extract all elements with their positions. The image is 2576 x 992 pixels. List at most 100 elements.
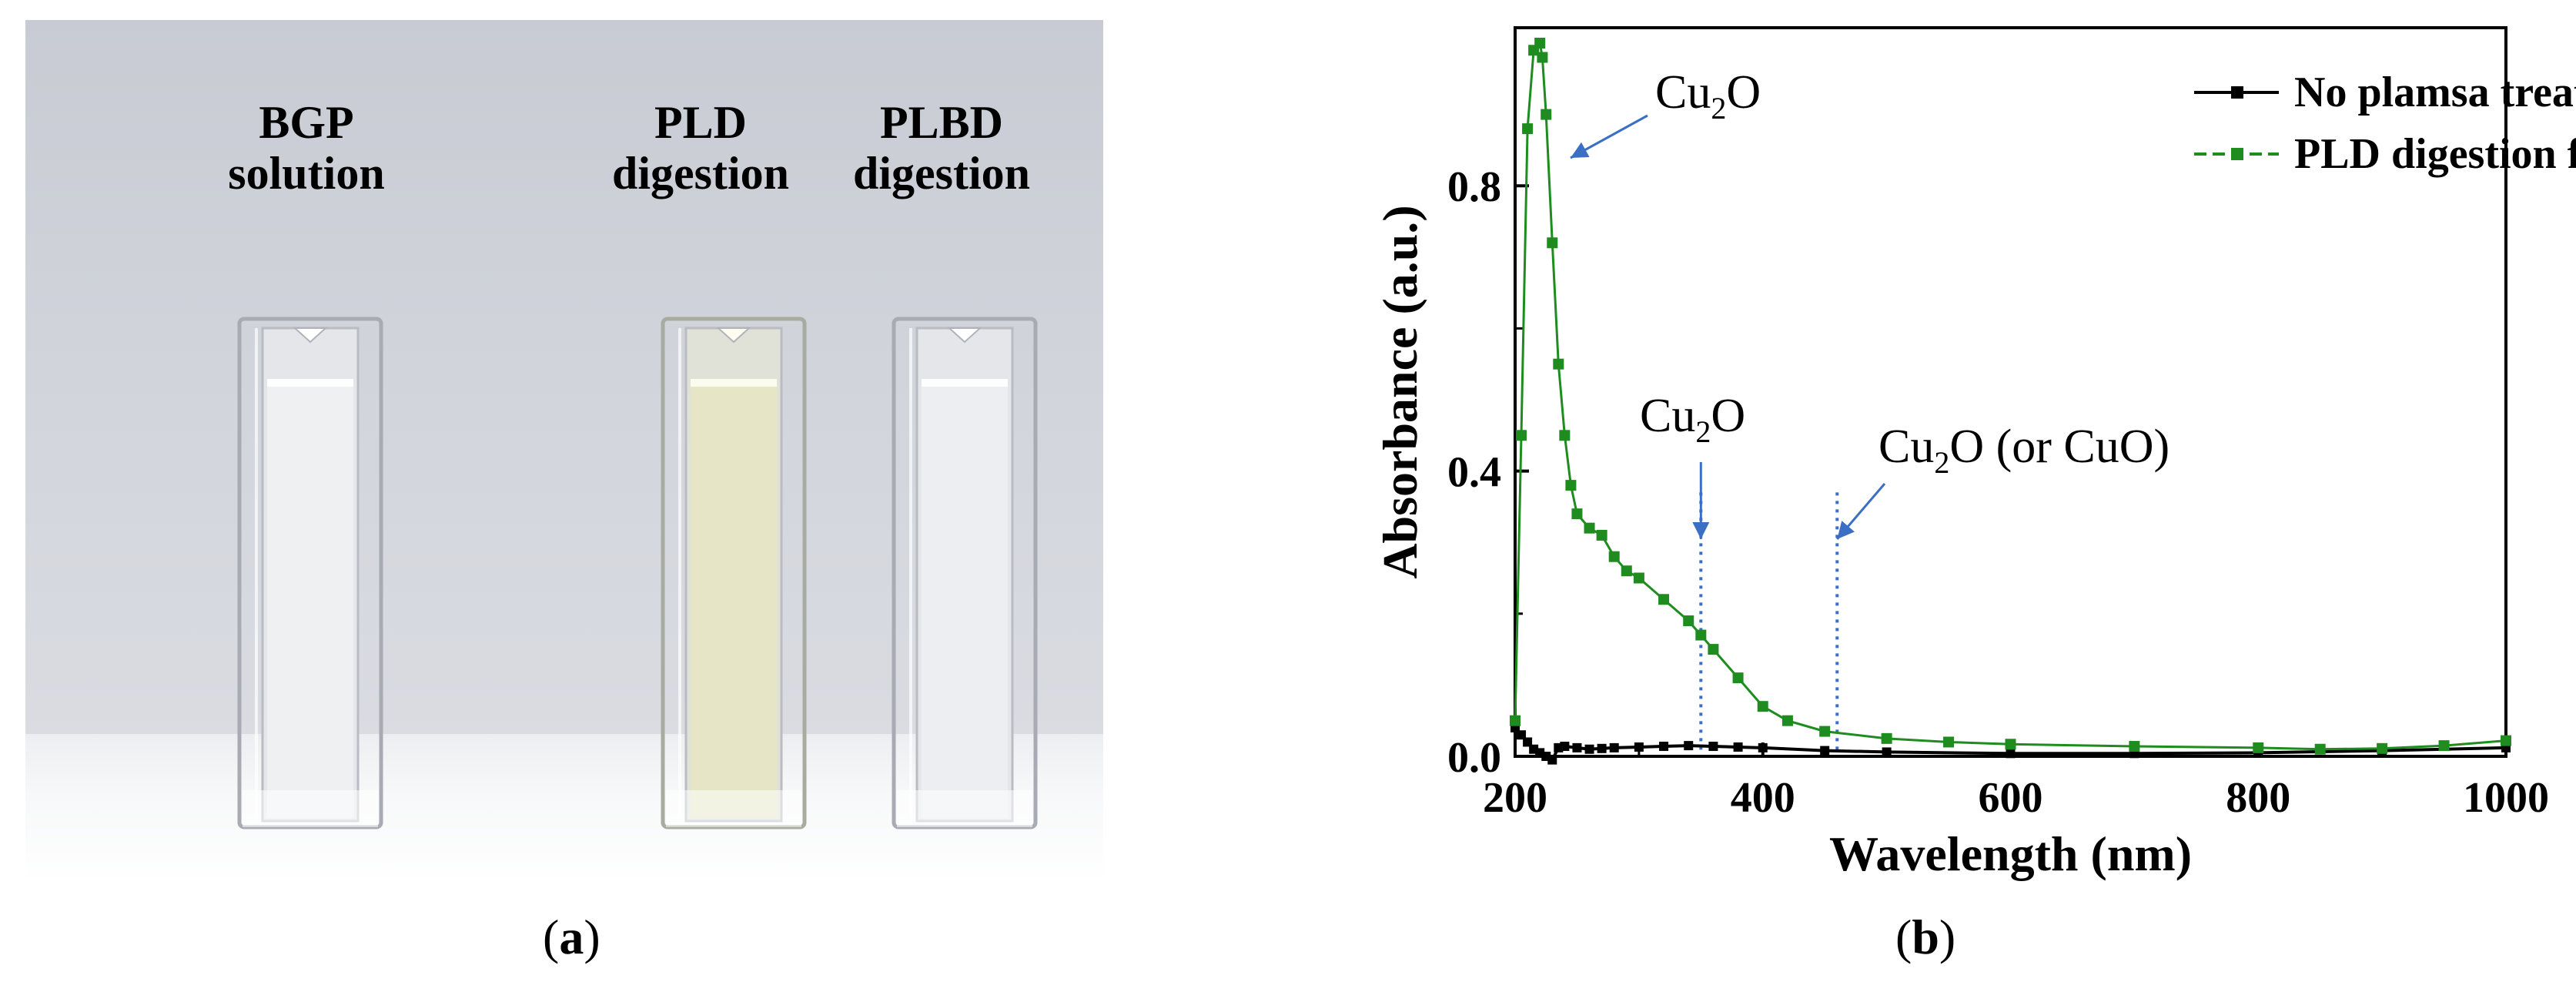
data-point [2005, 739, 2016, 750]
legend-entry: PLD digestion for 20 min [2294, 130, 2576, 178]
data-point [1523, 737, 1533, 747]
data-point [1683, 615, 1694, 627]
series-line [1514, 40, 2507, 751]
y-tick-label: 0.4 [1447, 449, 1501, 497]
data-point [1781, 715, 1793, 726]
photo-label-bgp: BGP solution [191, 97, 422, 199]
caption-close: ) [1939, 910, 1956, 964]
data-point [1547, 237, 1558, 249]
annotation-subscript: 2 [1695, 414, 1711, 449]
data-point [1732, 672, 1744, 684]
data-point [2314, 743, 2326, 755]
y-tick-label: 0.0 [1447, 734, 1501, 782]
data-point [1541, 109, 1552, 120]
cuvette-photo: BGP solution PLD digestion PLBD digestio… [25, 20, 1103, 884]
annotation-label: Cu2O [1640, 390, 1745, 449]
data-point [1537, 52, 1548, 63]
data-point [1659, 742, 1669, 752]
annotation-subscript: 2 [1711, 91, 1726, 126]
data-point [1596, 529, 1607, 541]
data-point [1572, 742, 1582, 752]
caption-letter: b [1912, 910, 1939, 964]
data-point [1820, 746, 1830, 756]
caption-letter: a [559, 910, 584, 964]
x-axis-label: Wavelength (nm) [1829, 826, 2192, 881]
data-point [2377, 742, 2388, 754]
data-point [1621, 565, 1632, 577]
data-point [1684, 741, 1694, 751]
data-point [1571, 508, 1583, 520]
photo-label-line1: PLBD [879, 97, 1004, 148]
data-point [1565, 480, 1577, 491]
annotation-label: Cu2O (or CuO) [1878, 421, 2170, 480]
annotation-text: O [1726, 66, 1761, 119]
data-point [1597, 743, 1607, 753]
cuvette-bgp [233, 297, 387, 852]
data-point [1517, 730, 1527, 740]
annotation-arrowhead [1571, 142, 1590, 158]
data-point [2501, 735, 2511, 746]
x-tick-label: 1000 [2463, 774, 2549, 822]
x-tick-label: 600 [1979, 774, 2043, 822]
cuvette-pld [657, 297, 811, 852]
data-point [1708, 644, 1719, 655]
photo-label-line2: digestion [852, 148, 1031, 199]
annotation-label: Cu2O [1655, 66, 1761, 126]
caption-b: (b) [1895, 909, 1955, 966]
data-point [1516, 430, 1527, 441]
data-point [2253, 742, 2264, 753]
data-point [1608, 551, 1620, 562]
cuvette-plbd [888, 297, 1042, 852]
caption-a: (a) [543, 909, 601, 966]
data-point [1584, 744, 1594, 754]
data-point [1943, 736, 1955, 748]
legend-marker [2231, 86, 2243, 99]
photo-label-line2: solution [228, 148, 385, 199]
data-point [1733, 742, 1743, 752]
data-point [1547, 755, 1557, 765]
data-point [1609, 742, 1619, 752]
legend-entry: No plamsa treatment [2294, 69, 2576, 116]
data-point [1522, 123, 1534, 135]
x-tick-label: 200 [1483, 774, 1547, 822]
photo-label-plbd: PLBD digestion [815, 97, 1069, 199]
data-point [1658, 594, 1670, 605]
caption-open: ( [1895, 910, 1912, 964]
y-tick-label: 0.8 [1447, 163, 1501, 211]
x-tick-label: 400 [1731, 774, 1795, 822]
data-point [1881, 732, 1892, 744]
annotation-text: Cu [1640, 390, 1695, 442]
data-point [1553, 358, 1564, 370]
data-point [2006, 749, 2016, 759]
data-point [1510, 715, 1521, 726]
caption-close: ) [584, 910, 601, 964]
annotation-arrowhead [1837, 521, 1855, 539]
annotation-arrowhead [1692, 522, 1710, 539]
annotation-text: Cu [1878, 421, 1934, 473]
photo-label-line1: PLD [654, 97, 747, 148]
annotation-text: Cu [1655, 66, 1711, 119]
data-point [2129, 741, 2140, 752]
data-point [1708, 742, 1718, 752]
annotation-text: O (or CuO) [1949, 421, 2170, 473]
annotation-subscript: 2 [1934, 445, 1949, 480]
photo-label-line2: digestion [611, 148, 790, 199]
data-point [1695, 629, 1707, 641]
data-point [1560, 742, 1570, 752]
photo-label-line1: BGP [259, 97, 354, 148]
data-point [1534, 38, 1546, 49]
data-point [2438, 740, 2450, 752]
caption-open: ( [543, 910, 560, 964]
data-point [1819, 726, 1831, 737]
absorbance-chart: 200 400 600 800 1000 0.0 0.4 0.8 Wavelength (nm)… [1373, 26, 2576, 881]
data-point [1882, 747, 1892, 757]
data-point [1758, 742, 1768, 752]
data-point [1559, 430, 1571, 441]
annotation-text: O [1711, 390, 1745, 442]
data-point [1634, 742, 1644, 752]
data-point [1633, 572, 1644, 584]
legend-marker [2231, 148, 2243, 160]
photo-label-pld: PLD digestion [574, 97, 828, 199]
y-axis-label: Absorbance (a.u.) [1373, 205, 1427, 578]
x-tick-label: 800 [2226, 774, 2290, 822]
